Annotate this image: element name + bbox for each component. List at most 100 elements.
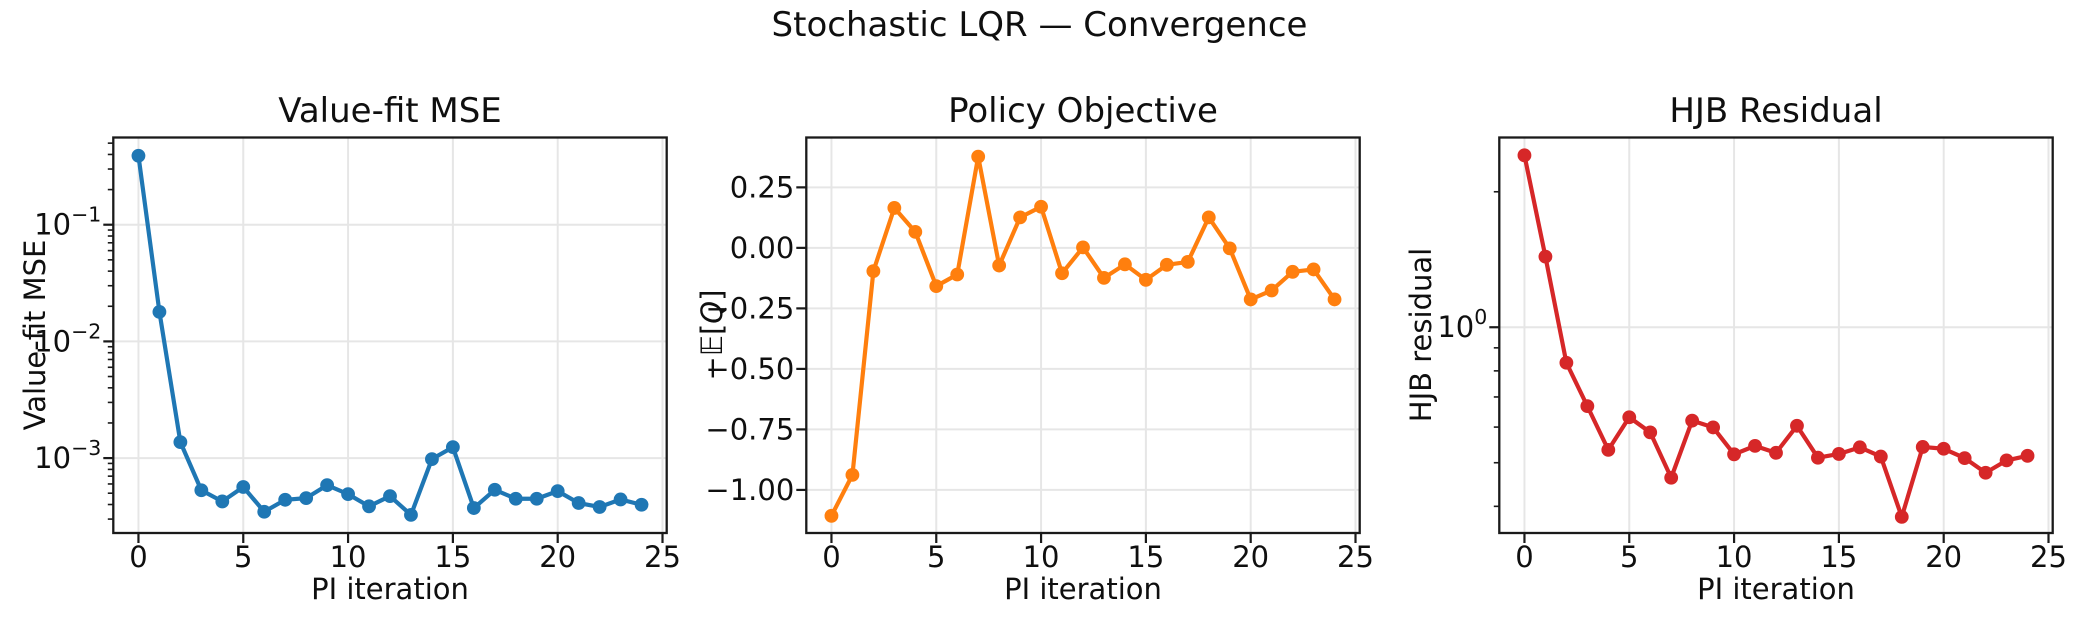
- data-point: [592, 500, 607, 514]
- x-tick-label: 20: [1232, 540, 1269, 574]
- data-point: [131, 148, 146, 163]
- x-axis-label: PI iteration: [1697, 572, 1855, 606]
- data-point: [508, 491, 523, 506]
- data-point: [466, 501, 481, 515]
- data-point: [1643, 425, 1658, 440]
- data-point: [950, 267, 965, 282]
- data-point: [1978, 465, 1993, 480]
- data-point: [257, 504, 272, 519]
- data-point: [1538, 249, 1553, 264]
- data-point: [1118, 257, 1132, 272]
- y-tick-label: 0.25: [730, 170, 795, 204]
- y-tick-label: −0.75: [705, 412, 794, 446]
- x-tick-label: 0: [129, 540, 147, 574]
- axes-spines: [1498, 136, 2054, 535]
- data-point: [1894, 509, 1909, 524]
- y-tick-label: 100: [1437, 305, 1487, 344]
- data-point: [1873, 449, 1888, 464]
- subplot-title: Policy Objective: [948, 91, 1218, 131]
- data-point: [1831, 447, 1846, 461]
- subplot-title: HJB Residual: [1669, 91, 1883, 131]
- data-point: [1915, 440, 1930, 454]
- x-tick-label: 5: [234, 540, 252, 574]
- y-axis-label: HJB residual: [1404, 247, 1438, 423]
- data-point: [1580, 399, 1595, 414]
- subplot-title: Value-fit MSE: [278, 91, 502, 131]
- data-point: [445, 440, 460, 455]
- data-point: [341, 487, 355, 502]
- x-tick-label: 25: [2030, 540, 2067, 574]
- series-line: [829, 154, 1337, 518]
- data-point: [1936, 441, 1951, 456]
- ylabel-math-post: ]: [695, 289, 729, 301]
- y-axis-label: −𝔼[Q]: [690, 137, 734, 533]
- axes-spines: [805, 136, 1361, 535]
- data-point: [1748, 438, 1762, 453]
- data-point: [824, 508, 839, 523]
- x-tick-label: 0: [1515, 540, 1533, 574]
- y-tick-label: 10−3: [34, 436, 101, 475]
- data-point: [529, 491, 544, 506]
- y-tick-label: 0.00: [730, 231, 795, 265]
- ylabel-math-var: Q: [695, 300, 729, 324]
- data-point: [1201, 210, 1216, 225]
- data-point: [1706, 420, 1721, 435]
- data-point: [1055, 266, 1069, 281]
- data-point: [1601, 442, 1616, 457]
- data-point: [1517, 148, 1532, 163]
- x-axis-label: PI iteration: [1004, 572, 1162, 606]
- data-point: [971, 149, 986, 164]
- data-point: [929, 279, 944, 294]
- data-point: [1159, 257, 1174, 272]
- y-axis-label: Value-fit MSE: [18, 239, 52, 431]
- subplot-value-fit-mse: Value-fit MSE 0 5 10 15 20 25 10−1 10−2 10−3 PI …: [0, 0, 693, 618]
- data-point: [571, 496, 586, 510]
- data-point: [1097, 270, 1111, 285]
- x-tick-label: 20: [1925, 540, 1962, 574]
- data-point: [2020, 448, 2035, 463]
- series-line: [1522, 153, 2030, 519]
- figure-suptitle: Stochastic LQR — Convergence: [771, 5, 1308, 45]
- data-point: [1138, 272, 1153, 287]
- x-tick-label: 0: [822, 540, 840, 574]
- data-point: [1327, 292, 1342, 307]
- data-point: [1180, 255, 1195, 269]
- data-point: [1790, 418, 1804, 433]
- data-point: [236, 480, 251, 494]
- x-tick-label: 5: [927, 540, 945, 574]
- data-point: [845, 468, 860, 482]
- x-tick-label: 20: [539, 540, 576, 574]
- ylabel-math-pre: −𝔼[: [695, 323, 729, 381]
- data-point: [1769, 445, 1783, 460]
- x-axis-label: PI iteration: [311, 572, 469, 606]
- plot-area-value-fit-mse: 0 5 10 15 20 25 10−1 10−2 10−3: [34, 136, 681, 574]
- data-point: [1285, 264, 1300, 279]
- data-point: [1076, 240, 1090, 255]
- y-tick-label: 10−2: [34, 319, 101, 358]
- data-point: [1685, 413, 1700, 428]
- axes-spines: [112, 136, 668, 535]
- data-point: [866, 264, 881, 279]
- data-point: [1957, 451, 1972, 465]
- data-point: [1243, 292, 1258, 307]
- x-tick-label: 25: [644, 540, 681, 574]
- data-point: [362, 499, 376, 514]
- data-point: [1622, 410, 1637, 425]
- plot-area-hjb-residual: 0 5 10 15 20 25 100: [1437, 136, 2067, 574]
- x-tick-label: 15: [434, 540, 471, 574]
- y-tick-label: −0.25: [705, 291, 794, 325]
- data-point: [1727, 447, 1741, 462]
- data-point: [278, 492, 293, 507]
- data-point: [215, 494, 230, 509]
- data-point: [173, 435, 188, 450]
- data-point: [383, 489, 397, 504]
- subplot-policy-objective: Policy Objective 0 5 10 15 20 25 0.25 0.00 −0.25…: [693, 0, 1386, 618]
- data-point: [550, 484, 565, 499]
- data-point: [1664, 470, 1679, 485]
- data-point: [908, 224, 923, 239]
- data-point: [1852, 440, 1867, 455]
- y-tick-label: −1.00: [705, 473, 794, 507]
- data-point: [1811, 450, 1825, 465]
- data-point: [425, 452, 439, 467]
